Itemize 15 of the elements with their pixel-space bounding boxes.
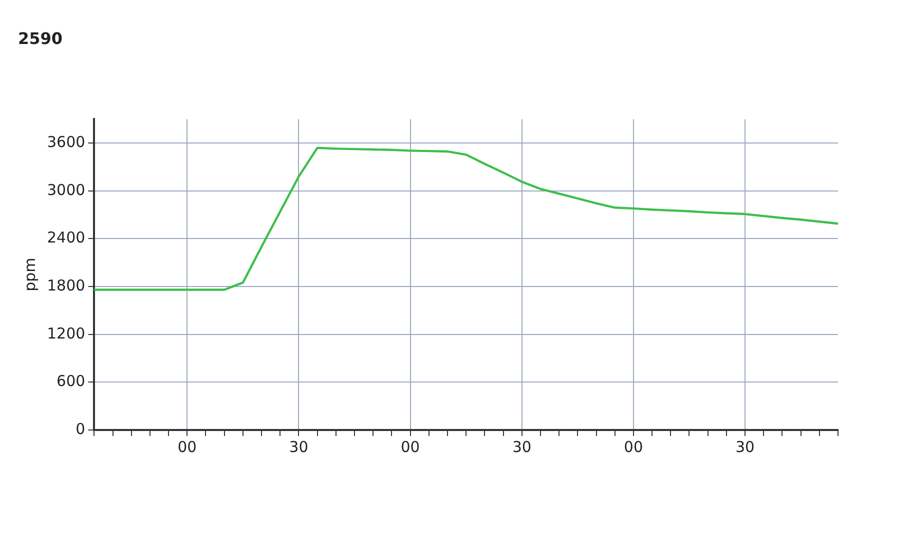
y-tick-label: 1800 bbox=[46, 276, 86, 294]
x-tick-label: 00 bbox=[624, 438, 643, 456]
x-tick-label: 00 bbox=[178, 438, 197, 456]
x-tick-label: 30 bbox=[512, 438, 532, 456]
y-tick-label: 3600 bbox=[46, 133, 86, 151]
chart-title: 2590 bbox=[18, 28, 63, 48]
y-tick-label: 600 bbox=[56, 372, 86, 390]
y-tick-label: 0 bbox=[76, 420, 86, 438]
y-axis-title: ppm bbox=[20, 258, 39, 292]
x-tick-label: 00 bbox=[400, 438, 420, 456]
y-tick-label: 1200 bbox=[46, 324, 86, 342]
y-tick-label: 2400 bbox=[46, 228, 86, 247]
x-tick-label: 30 bbox=[735, 438, 755, 456]
y-tick-label: 3000 bbox=[46, 180, 86, 199]
x-tick-label: 30 bbox=[289, 438, 308, 456]
